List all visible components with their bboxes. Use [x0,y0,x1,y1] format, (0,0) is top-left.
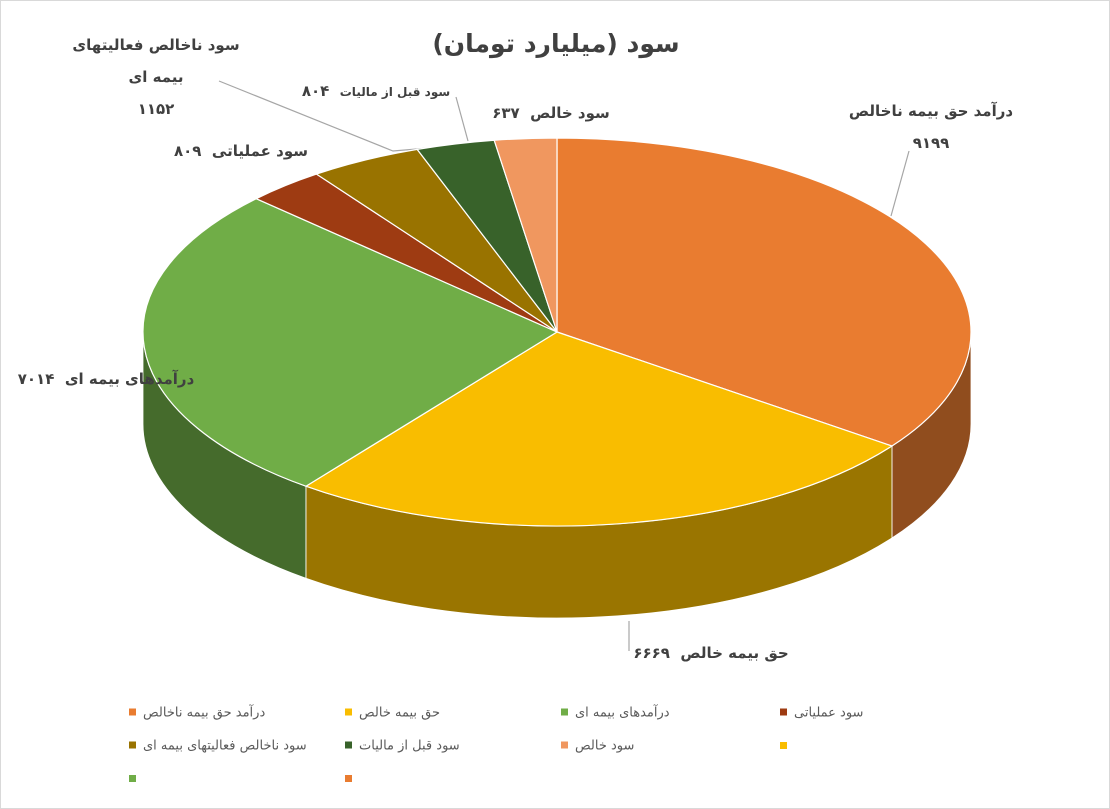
pie-slice [493,137,558,333]
legend-label: درآمدهای بیمه ای [575,704,670,721]
data-label-name: سود عملیاتی [211,142,308,160]
legend-marker [780,708,787,716]
pie-tops [142,137,972,527]
data-label-name: حق بیمه خالص [680,644,789,662]
data-label-name: سود قبل از مالیات [339,85,451,99]
legend-marker [561,741,568,749]
data-label: درآمد حق بیمه ناخالص ۹۱۹۹ [831,95,1031,159]
legend-marker [345,741,352,749]
data-label-value: ۹۱۹۹ [912,134,950,152]
pie-slice [142,198,559,487]
legend-marker [129,775,136,782]
legend-marker [129,708,136,716]
pie-slice [556,137,972,447]
leader-line [890,150,910,217]
data-label-name: درآمدهای بیمه ای [64,370,195,388]
data-label: سود عملیاتی ۸۰۹ [141,135,341,167]
legend-label: درآمد حق بیمه ناخالص [143,704,265,721]
legend-stray-markers [129,742,787,782]
data-label-value: ۷۰۱۴ [17,370,55,388]
data-label-value: ۱۱۵۲ [137,100,175,118]
data-label: درآمدهای بیمه ای ۷۰۱۴ [1,363,211,395]
legend-label: حق بیمه خالص [359,706,440,721]
data-label: سود خالص ۶۳۷ [481,97,621,129]
legend-marker [561,708,568,716]
legend-marker [129,741,136,749]
data-label-value: ۸۰۴ [301,82,330,100]
pie-slice [304,331,894,527]
legend-label: سود عملیاتی [794,706,863,721]
data-label: سود قبل از مالیات ۸۰۴ [291,75,461,108]
legend-label: سود خالص [575,739,634,754]
data-label-name: درآمد حق بیمه ناخالص [848,102,1014,120]
data-label-value: ۶۶۶۹ [633,644,670,662]
data-label-value: ۸۰۹ [174,142,202,160]
legend-marker [345,775,352,782]
data-label-name: سود خالص [530,104,610,122]
legend-label: سود قبل از مالیات [359,739,460,754]
leader-line [455,96,469,142]
data-label: سود ناخالص فعالیتهای بیمه ای ۱۱۵۲ [71,29,241,125]
legend-marker [345,708,352,716]
data-label-value: ۶۳۷ [492,104,520,122]
legend-label: سود ناخالص فعالیتهای بیمه ای [143,739,307,754]
data-label-name: سود ناخالص فعالیتهای بیمه ای [72,36,240,86]
chart-title: سود (میلیارد تومان) [432,29,679,59]
legend-marker [780,742,787,749]
data-label: حق بیمه خالص ۶۶۶۹ [601,637,821,669]
